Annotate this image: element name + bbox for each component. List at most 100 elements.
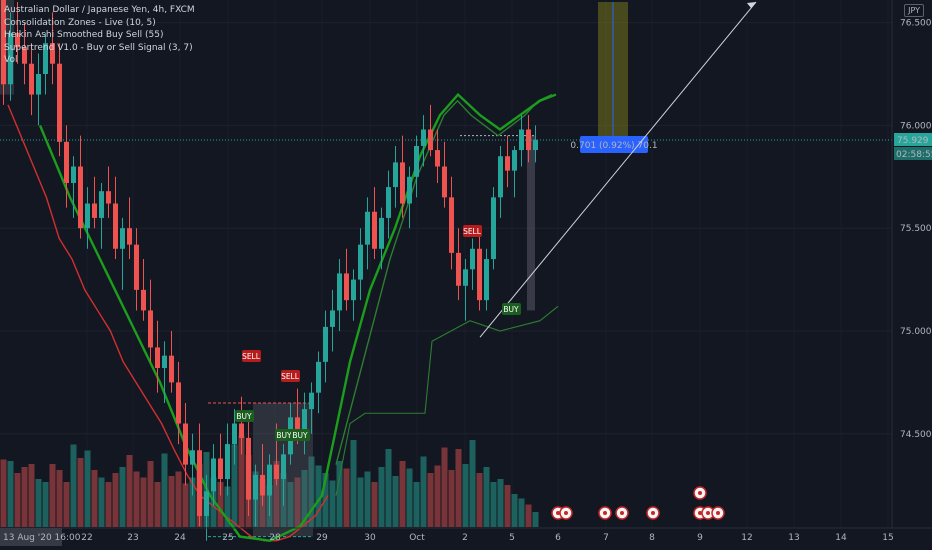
volume-bar <box>189 477 196 527</box>
candle-body <box>267 464 272 496</box>
economic-event-icon-dot <box>603 511 607 515</box>
volume-bar <box>140 477 147 527</box>
volume-bar <box>70 444 77 527</box>
indicator-heikin-ashi[interactable]: Heikin Ashi Smoothed Buy Sell (55) <box>4 30 164 40</box>
volume-bar <box>504 485 511 527</box>
consolidation-zone <box>527 135 535 311</box>
candle-body <box>337 273 342 311</box>
candle-body <box>365 211 370 245</box>
candle-body <box>36 74 41 95</box>
indicator-volume[interactable]: Vol <box>4 55 18 65</box>
volume-bar <box>0 459 7 527</box>
volume-bar <box>336 461 343 527</box>
currency-label[interactable]: JPY <box>904 4 924 17</box>
volume-bar <box>448 470 455 527</box>
volume-bar <box>378 467 385 527</box>
candle-body <box>64 141 69 183</box>
economic-event-icon-dot <box>698 491 702 495</box>
candle-body <box>344 273 349 301</box>
x-tick-label: 13 Aug '20 16:00 <box>3 533 81 543</box>
candle-body <box>162 355 167 369</box>
candles <box>1 0 538 541</box>
measure-label-box <box>580 136 648 153</box>
candle-body <box>386 187 391 218</box>
indicator-supertrend[interactable]: Supertrend V1.0 - Buy or Sell Signal (3,… <box>4 42 193 53</box>
volume-bar <box>168 476 175 527</box>
volume-bar <box>35 479 42 527</box>
volume-bar <box>497 479 504 527</box>
x-tick-label: 8 <box>649 533 655 543</box>
candle-body <box>246 437 251 500</box>
candle-body <box>197 450 202 517</box>
volume-bar <box>49 464 56 527</box>
candle-body <box>211 458 216 492</box>
x-tick-label: 7 <box>603 533 609 543</box>
candle-body <box>22 47 27 64</box>
volume-bar <box>287 482 294 527</box>
volume-bar <box>343 468 350 527</box>
y-tick-label: 75.500 <box>900 224 932 234</box>
volume-bar <box>357 477 364 527</box>
candle-body <box>204 491 209 517</box>
candle-body <box>491 197 496 260</box>
volume-bar <box>14 473 21 527</box>
volume-bar <box>84 450 91 527</box>
signal-label: BUY <box>276 431 292 440</box>
economic-event-icon-dot <box>716 511 720 515</box>
candle-body <box>281 454 286 480</box>
volume-bar <box>301 470 308 527</box>
volume-bar <box>364 471 371 527</box>
volume-bar <box>161 453 168 527</box>
y-tick-label: 75.000 <box>900 327 932 337</box>
volume-bar <box>392 476 399 527</box>
supertrend-up-line <box>335 93 553 465</box>
legend: Australian Dollar / Japanese Yen, 4h, FX… <box>4 4 195 67</box>
candle-body <box>232 423 237 445</box>
signal-label: BUY <box>292 431 308 440</box>
candle-body <box>372 211 377 249</box>
candle-body <box>400 162 405 204</box>
trend-arrow-head <box>747 2 756 9</box>
volume-bar <box>77 458 84 527</box>
volume-bar <box>21 467 28 527</box>
y-tick-label: 76.000 <box>900 121 932 131</box>
economic-event-icon-dot <box>651 511 655 515</box>
candle-body <box>78 166 83 229</box>
candle-body <box>113 203 118 249</box>
y-tick-label: 76.500 <box>900 19 932 29</box>
candle-body <box>1 0 6 85</box>
volume-bar <box>399 461 406 527</box>
symbol-title[interactable]: Australian Dollar / Japanese Yen, 4h, FX… <box>4 5 195 15</box>
volume-bar <box>119 467 126 527</box>
volume-bar <box>147 461 154 527</box>
candle-body <box>358 244 363 280</box>
crosshair-date-box <box>0 528 62 546</box>
candle-body <box>155 347 160 369</box>
candle-body <box>190 450 195 465</box>
volume-bar <box>518 498 525 527</box>
measure-label: 0.701 (0.92%) 70.1 <box>570 141 657 151</box>
candle-body <box>120 228 125 249</box>
x-tick-label: 2 <box>462 533 468 543</box>
candle-body <box>8 32 13 85</box>
indicator-consolidation[interactable]: Consolidation Zones - Live (10, 5) <box>4 17 156 28</box>
volume-bar <box>126 455 133 527</box>
candle-body <box>477 248 482 301</box>
candle-body <box>393 162 398 188</box>
candle-body <box>533 139 538 151</box>
candle-body <box>484 259 489 301</box>
candle-body <box>85 203 90 229</box>
volume-bar <box>371 482 378 527</box>
x-tick-label: 5 <box>509 533 515 543</box>
x-tick-label: 12 <box>741 533 752 543</box>
volume-bar <box>413 482 420 527</box>
buy-signal <box>291 429 310 441</box>
candle-body <box>456 252 461 286</box>
volume-bar <box>455 449 462 527</box>
volume-bar <box>511 494 518 527</box>
candle-body <box>260 474 265 496</box>
x-tick-label: 29 <box>316 533 328 543</box>
candle-body <box>323 326 328 362</box>
